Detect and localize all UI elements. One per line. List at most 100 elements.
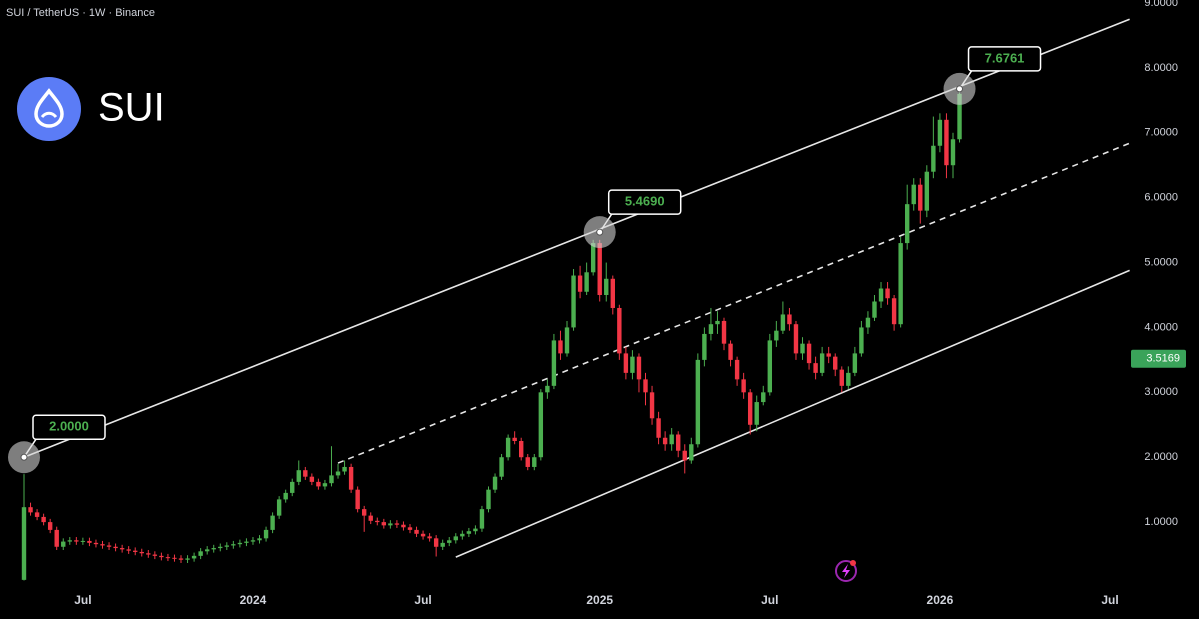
candle-body <box>218 546 223 549</box>
candle-body <box>204 549 210 552</box>
candle-body <box>309 476 315 482</box>
candle-body <box>532 457 537 467</box>
candle-body <box>113 546 118 549</box>
candle-body <box>87 540 92 543</box>
annotation-point <box>956 85 964 93</box>
candle-body <box>957 93 962 140</box>
candle-body <box>453 536 458 541</box>
candle-body <box>708 324 714 334</box>
candle-body <box>878 288 884 302</box>
candle-body <box>767 340 773 393</box>
candle-body <box>564 327 570 354</box>
alert-bolt <box>842 564 850 578</box>
candle-body <box>590 243 596 273</box>
candle-body <box>34 512 40 517</box>
candle-body <box>512 437 517 441</box>
annotation-box <box>967 46 1042 72</box>
annotation-point <box>20 453 28 461</box>
candle-body <box>394 523 400 525</box>
candle-body <box>172 557 177 559</box>
candle-body <box>761 392 766 403</box>
candle-body <box>276 499 282 516</box>
candle-body <box>669 434 674 445</box>
candle-body <box>165 557 171 559</box>
candle-body <box>348 466 354 490</box>
candle-body <box>257 538 262 541</box>
candle-body <box>852 353 858 373</box>
candle-body <box>505 437 511 458</box>
candles <box>21 88 962 581</box>
candle-body <box>237 542 243 545</box>
candle-body <box>839 369 844 386</box>
candle-body <box>126 549 131 551</box>
candle-body <box>67 540 72 542</box>
candle-body <box>800 343 805 354</box>
y-tick-label: 3.0000 <box>1144 386 1178 398</box>
candle-body <box>296 470 301 482</box>
candle-body <box>833 356 838 370</box>
price-annotation: 5.4690 <box>583 189 682 249</box>
candle-body <box>388 523 393 526</box>
annotation-label: 2.0000 <box>49 419 89 434</box>
price-annotation: 7.6761 <box>943 46 1042 105</box>
candle-body <box>741 379 746 393</box>
candle-body <box>290 481 295 493</box>
candle-body <box>479 509 485 529</box>
candle-body <box>466 531 472 534</box>
x-tick-label: Jul <box>74 593 91 607</box>
candle-body <box>682 450 687 461</box>
alert-dot <box>850 560 856 566</box>
candle-body <box>898 243 903 325</box>
candle-body <box>433 538 439 547</box>
candle-body <box>28 507 33 513</box>
candle-body <box>950 139 956 166</box>
candle-body <box>407 527 413 530</box>
candle-body <box>361 509 367 516</box>
candle-body <box>263 529 269 539</box>
last-price-label: 3.5169 <box>1146 353 1180 365</box>
x-tick-label: 2024 <box>240 593 267 607</box>
candle-body <box>918 184 923 211</box>
logo-text: SUI <box>98 86 165 130</box>
candle-body <box>460 533 465 537</box>
trendline <box>455 269 1130 558</box>
last-price-tag <box>1131 349 1186 368</box>
candle-body <box>492 476 498 490</box>
candle-body <box>381 522 387 526</box>
candle-body <box>656 418 661 438</box>
candle-body <box>846 372 851 386</box>
candle-body <box>473 528 478 532</box>
candle-body <box>106 545 112 547</box>
candle-body <box>41 516 46 523</box>
candle-body <box>198 551 203 556</box>
candle-body <box>178 558 184 560</box>
candle-body <box>728 343 733 360</box>
candle-body <box>813 363 818 373</box>
x-tick-label: Jul <box>1101 593 1118 607</box>
candle-body <box>924 171 930 211</box>
candle-body <box>283 492 288 500</box>
candle-body <box>911 184 916 205</box>
y-tick-label: 2.0000 <box>1144 451 1178 463</box>
candle-body <box>499 457 504 477</box>
candle-body <box>538 392 544 458</box>
candle-body <box>519 441 524 458</box>
candle-body <box>368 515 373 521</box>
annotation-point <box>596 228 604 236</box>
candle-body <box>793 324 799 354</box>
alert-icon[interactable] <box>835 560 857 582</box>
candle-body <box>610 278 615 308</box>
candle-body <box>904 204 910 244</box>
candle-body <box>54 529 59 547</box>
candle-body <box>551 340 557 386</box>
candle-body <box>447 540 452 543</box>
candle-body <box>355 489 360 510</box>
candle-body <box>119 548 125 550</box>
candle-body <box>159 555 164 558</box>
candle-body <box>931 145 936 172</box>
candle-body <box>780 314 786 331</box>
logo <box>17 77 81 141</box>
candle-body <box>636 356 642 380</box>
